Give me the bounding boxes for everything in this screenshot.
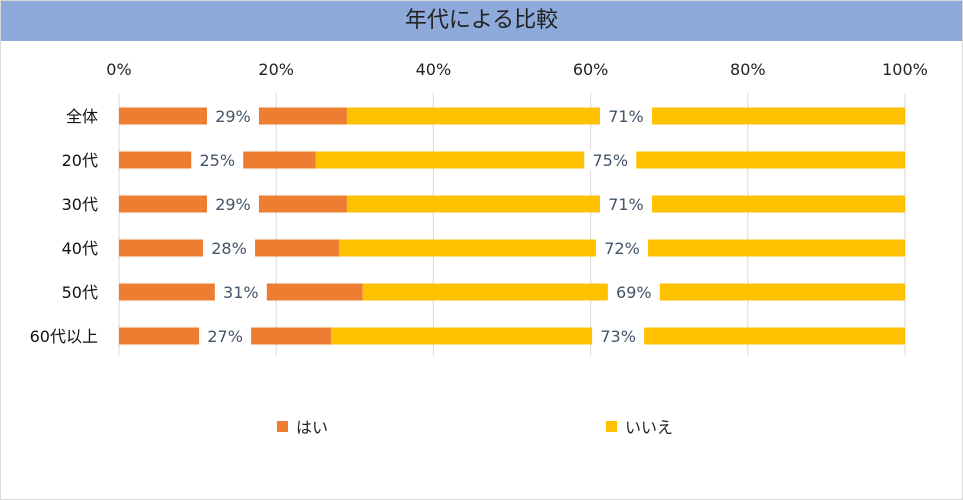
legend-item: いいえ xyxy=(606,415,673,437)
data-label-hai: 25% xyxy=(199,151,235,170)
data-label-hai: 27% xyxy=(207,327,243,346)
data-label-bg xyxy=(596,237,649,259)
category-label: 20代 xyxy=(62,151,98,170)
legend-swatch xyxy=(606,420,617,432)
data-label-bg xyxy=(599,193,652,215)
x-tick-label: 20% xyxy=(258,60,294,79)
x-tick-label: 100% xyxy=(882,60,928,79)
legend-label: はい xyxy=(296,418,329,437)
data-label-bg xyxy=(607,281,660,303)
category-label: 30代 xyxy=(62,195,98,214)
data-label-bg xyxy=(206,105,259,127)
legend-label: いいえ xyxy=(625,418,674,437)
data-label-iie: 75% xyxy=(592,151,628,170)
data-label-iie: 72% xyxy=(604,239,640,258)
category-label: 全体 xyxy=(66,107,98,126)
data-label-iie: 71% xyxy=(608,195,644,214)
category-label: 50代 xyxy=(62,283,98,302)
data-label-bg xyxy=(592,325,645,347)
x-tick-label: 80% xyxy=(730,60,766,79)
data-label-hai: 31% xyxy=(223,283,259,302)
data-label-hai: 29% xyxy=(215,107,251,126)
x-tick-label: 40% xyxy=(416,60,452,79)
title-band xyxy=(1,1,962,41)
chart-title: 年代による比較 xyxy=(404,8,559,33)
data-label-bg xyxy=(584,149,637,171)
data-label-bg xyxy=(206,193,259,215)
x-tick-label: 60% xyxy=(573,60,609,79)
x-tick-label: 0% xyxy=(106,60,131,79)
category-label: 60代以上 xyxy=(30,327,98,346)
data-label-bg xyxy=(191,149,244,171)
data-label-hai: 28% xyxy=(211,239,247,258)
data-label-hai: 29% xyxy=(215,195,251,214)
data-label-iie: 71% xyxy=(608,107,644,126)
data-label-bg xyxy=(214,281,267,303)
data-label-iie: 73% xyxy=(600,327,636,346)
data-label-bg xyxy=(599,105,652,127)
legend-item: はい xyxy=(277,415,328,437)
data-label-bg xyxy=(199,325,252,347)
legend-swatch xyxy=(277,420,288,432)
category-label: 40代 xyxy=(62,239,98,258)
data-label-iie: 69% xyxy=(616,283,652,302)
data-label-bg xyxy=(203,237,256,259)
